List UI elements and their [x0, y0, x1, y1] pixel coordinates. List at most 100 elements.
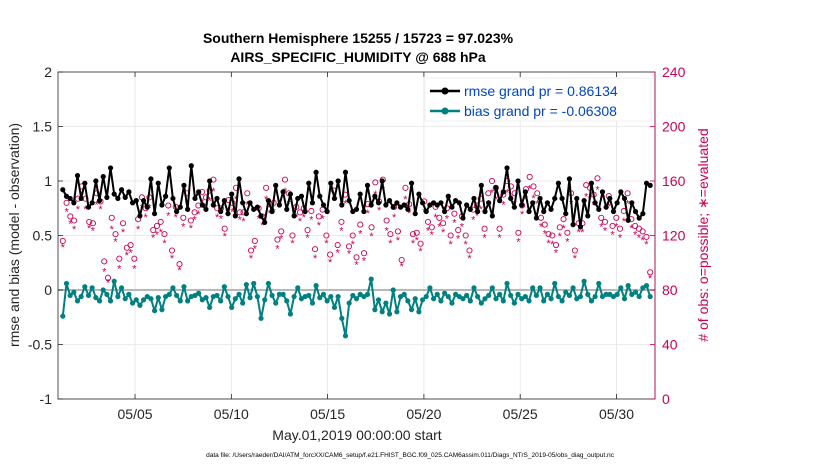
obs-possible-marker — [417, 240, 424, 247]
rmse-point — [548, 206, 554, 212]
bias-point — [570, 285, 576, 291]
obs-possible-marker — [360, 250, 368, 257]
rmse-point — [181, 182, 187, 188]
bias-point — [177, 298, 183, 304]
obs-evaluated-marker: * — [128, 247, 133, 259]
bias-point — [280, 291, 286, 297]
obs-possible-marker — [116, 255, 123, 262]
obs-evaluated-marker: * — [358, 228, 363, 240]
rmse-point — [199, 202, 205, 208]
rmse-point — [107, 165, 114, 171]
obs-possible-marker — [161, 231, 168, 238]
rmse-point — [78, 195, 84, 202]
obs-evaluated-marker: * — [106, 277, 111, 289]
obs-evaluated-marker: * — [471, 215, 476, 227]
rmse-point — [126, 189, 132, 195]
obs-evaluated-marker: * — [411, 238, 416, 250]
bias-point — [500, 298, 506, 304]
rmse-point — [353, 206, 360, 212]
obs-possible-marker — [571, 247, 578, 254]
rmse-point — [596, 206, 602, 212]
bias-point — [445, 293, 451, 300]
rmse-point — [100, 174, 106, 180]
rmse-point — [291, 213, 297, 219]
obs-evaluated-marker: * — [313, 253, 318, 265]
rmse-point — [284, 206, 290, 212]
legend-box — [424, 77, 652, 122]
rmse-point — [221, 198, 227, 204]
bias-point — [159, 307, 165, 313]
bias-point — [133, 297, 139, 303]
obs-evaluated-marker: * — [415, 235, 420, 247]
rmse-point — [170, 195, 176, 202]
y-left-tick-label: -1 — [40, 391, 53, 407]
obs-possible-marker — [447, 232, 454, 239]
rmse-point — [559, 195, 565, 202]
obs-evaluated-marker: * — [87, 223, 92, 235]
rmse-point — [581, 198, 587, 204]
bias-point — [493, 296, 499, 302]
bias-point — [566, 292, 573, 299]
obs-evaluated-marker: * — [219, 213, 224, 225]
rmse-point — [214, 195, 220, 202]
rmse-point — [618, 189, 624, 195]
rmse-point — [493, 184, 499, 191]
obs-evaluated-marker: * — [490, 187, 495, 199]
bias-point — [603, 291, 609, 297]
x-axis-label: May.01,2019 00:00:00 start — [272, 427, 442, 443]
rmse-point — [225, 211, 231, 217]
obs-possible-marker — [466, 247, 473, 254]
obs-possible-marker — [120, 220, 127, 227]
bias-point — [618, 285, 624, 291]
rmse-point — [519, 202, 525, 208]
obs-evaluated-marker: * — [554, 247, 559, 259]
obs-evaluated-marker: * — [302, 212, 307, 224]
bias-point — [240, 300, 246, 306]
obs-evaluated-marker: * — [320, 213, 325, 225]
obs-evaluated-marker: * — [622, 216, 627, 228]
bias-point — [82, 284, 88, 290]
obs-possible-marker — [394, 228, 401, 235]
obs-evaluated-marker: * — [110, 224, 115, 236]
obs-evaluated-marker: * — [637, 232, 642, 244]
rmse-point — [511, 204, 517, 210]
bias-point — [155, 295, 161, 301]
obs-possible-marker — [157, 218, 164, 225]
obs-evaluated-marker: * — [177, 265, 182, 277]
bias-point — [423, 293, 429, 300]
rmse-point — [607, 195, 613, 202]
obs-evaluated-marker: * — [132, 264, 137, 276]
obs-evaluated-marker: * — [535, 198, 540, 210]
obs-evaluated-marker: * — [64, 206, 69, 218]
rmse-point — [104, 194, 110, 200]
rmse-point — [188, 163, 194, 169]
bias-point — [364, 291, 371, 297]
rmse-point — [302, 208, 308, 215]
obs-evaluated-marker: * — [136, 224, 141, 236]
obs-possible-marker — [387, 231, 394, 238]
obs-evaluated-marker: * — [76, 204, 81, 216]
bias-point — [419, 297, 426, 303]
obs-possible-marker — [108, 214, 115, 221]
obs-possible-marker — [583, 182, 590, 189]
bias-point — [100, 287, 106, 293]
obs-evaluated-marker: * — [448, 239, 453, 251]
rmse-point — [570, 222, 576, 228]
bias-point — [489, 285, 495, 291]
obs-possible-marker — [609, 222, 616, 230]
obs-evaluated-marker: * — [332, 196, 337, 208]
rmse-point — [467, 206, 473, 212]
bias-point — [335, 293, 341, 300]
bias-point — [530, 285, 536, 291]
rmse-point — [416, 191, 422, 197]
rmse-point — [497, 198, 503, 204]
bias-point — [60, 313, 66, 319]
obs-possible-marker — [112, 231, 119, 238]
bias-point — [464, 292, 470, 299]
rmse-point — [625, 217, 631, 223]
obs-evaluated-marker: * — [384, 226, 389, 238]
rmse-point — [111, 191, 117, 197]
bias-point — [265, 280, 271, 287]
bias-point — [221, 284, 227, 290]
obs-evaluated-marker: * — [610, 230, 615, 242]
